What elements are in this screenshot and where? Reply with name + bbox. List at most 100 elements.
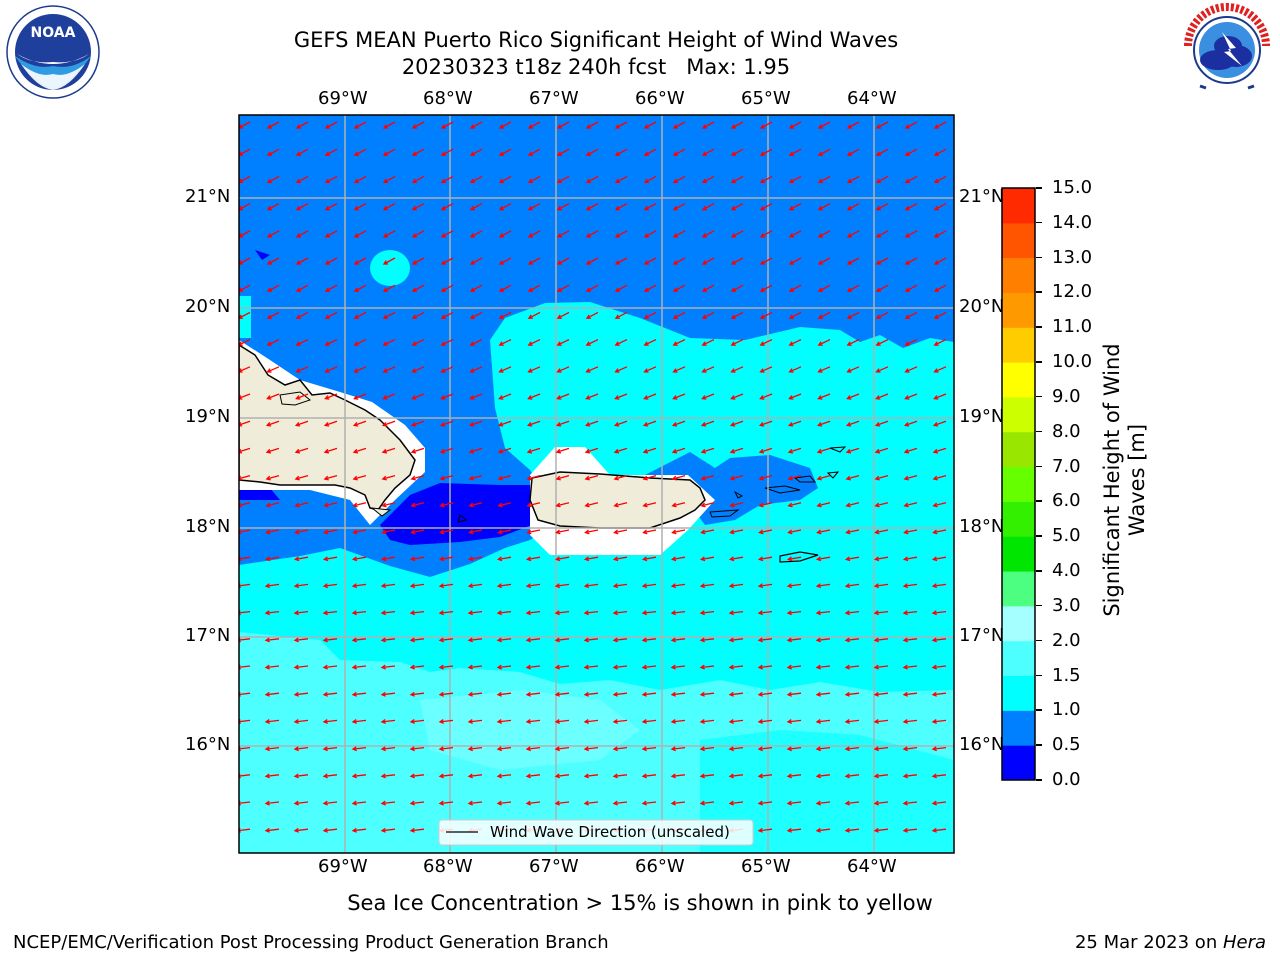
- wave-arrow: [468, 474, 483, 481]
- wave-arrow: [467, 691, 483, 697]
- wave-arrow: [583, 556, 599, 562]
- wave-arrow: [902, 664, 918, 670]
- wave-arrow: [875, 175, 889, 184]
- wave-arrow: [527, 366, 541, 373]
- colorbar-tick-mark: [1036, 395, 1042, 398]
- wave-arrow: [322, 746, 338, 752]
- wave-arrow: [382, 203, 396, 211]
- wave-arrow: [728, 664, 744, 670]
- wave-arrow: [875, 121, 889, 129]
- wave-arrow: [875, 203, 889, 211]
- wave-arrow: [641, 746, 657, 752]
- wave-arrow: [701, 393, 715, 400]
- wave-arrow: [758, 529, 773, 535]
- wave-arrow: [614, 121, 628, 129]
- wave-arrow: [904, 175, 918, 184]
- wave-arrow: [266, 121, 280, 129]
- wave-arrow: [583, 719, 599, 725]
- wave-arrow: [873, 637, 889, 643]
- wave-arrow: [672, 393, 686, 400]
- wave-arrow: [409, 691, 425, 697]
- wave-arrow: [729, 420, 744, 427]
- wave-arrow: [351, 583, 367, 589]
- wave-arrow: [294, 502, 309, 508]
- wave-arrow: [411, 284, 425, 292]
- wave-arrow: [904, 284, 918, 292]
- wave-arrow: [846, 393, 860, 400]
- colorbar-tick-mark: [1036, 570, 1042, 572]
- wave-arrow: [351, 664, 367, 670]
- wave-arrow: [352, 447, 367, 454]
- wave-arrow: [757, 610, 773, 616]
- wave-arrow: [730, 339, 744, 346]
- lon-label-top: 65°W: [741, 88, 791, 109]
- wave-arrow: [641, 610, 657, 616]
- noaa-logo-icon: NOAA: [6, 5, 100, 99]
- wave-arrow: [613, 420, 628, 427]
- wave-arrow: [324, 148, 338, 156]
- wave-arrow: [380, 637, 396, 643]
- colorbar-tick-mark: [1036, 674, 1042, 677]
- wave-arrow: [873, 773, 889, 779]
- wave-arrow: [933, 393, 947, 400]
- wave-arrow: [498, 311, 512, 319]
- wave-arrow: [411, 339, 425, 346]
- wave-arrow: [293, 800, 309, 806]
- wave-arrow: [641, 719, 657, 725]
- wave-arrow: [585, 393, 599, 400]
- wave-arrow: [440, 230, 454, 238]
- wave-arrow: [670, 691, 686, 697]
- wave-arrow: [556, 230, 570, 238]
- wave-arrow: [788, 366, 802, 373]
- lat-label-right: 18°N: [959, 516, 1005, 537]
- wave-arrow: [266, 257, 280, 265]
- wave-arrow: [701, 203, 715, 211]
- wave-arrow: [527, 175, 541, 184]
- wave-arrow: [786, 691, 802, 697]
- wave-arrow: [643, 121, 657, 129]
- lon-label-top: 68°W: [423, 88, 473, 109]
- wave-arrow: [583, 746, 599, 752]
- wave-arrow: [554, 800, 570, 806]
- wave-arrow: [583, 800, 599, 806]
- colorbar-tick-label: 1.5: [1052, 664, 1081, 686]
- wave-arrow: [902, 719, 918, 725]
- wave-arrow: [410, 529, 425, 535]
- wave-arrow: [440, 393, 454, 400]
- wave-arrow: [239, 393, 251, 400]
- wave-arrow: [817, 339, 831, 346]
- land-virgin-islands: [764, 446, 847, 494]
- wave-arrow: [380, 691, 396, 697]
- wave-arrow: [931, 664, 947, 670]
- wave-arrow: [701, 121, 715, 129]
- wave-arrow: [411, 230, 425, 238]
- wave-arrow: [758, 447, 773, 454]
- wave-arrow: [612, 556, 628, 562]
- wave-arrow: [583, 773, 599, 779]
- wave-arrow: [585, 284, 599, 292]
- colorbar-tick-mark: [1036, 639, 1042, 642]
- colorbar-tick-label: 0.0: [1052, 769, 1081, 790]
- wave-arrow: [381, 420, 396, 427]
- colorbar-tick-label: 14.0: [1052, 211, 1093, 233]
- wave-arrow: [643, 284, 657, 292]
- wave-arrow: [817, 284, 831, 292]
- wave-arrow: [844, 583, 860, 589]
- wave-arrow: [554, 637, 570, 643]
- wave-arrow: [728, 773, 744, 779]
- wave-arrow: [295, 311, 309, 319]
- wave-arrow: [759, 203, 773, 211]
- wave-arrow: [904, 230, 918, 238]
- wave-arrow: [931, 583, 947, 589]
- wave-arrow: [293, 583, 309, 589]
- wave-arrow: [322, 800, 338, 806]
- wave-arrow: [293, 746, 309, 752]
- lat-label-left: 21°N: [185, 186, 231, 207]
- wave-arrow: [380, 719, 396, 725]
- wave-arrow: [788, 230, 802, 238]
- wave-arrow: [844, 637, 860, 643]
- lon-label-top: 67°W: [529, 88, 579, 109]
- wave-arrow: [699, 773, 715, 779]
- wave-arrow: [526, 529, 541, 535]
- wave-arrow: [904, 121, 918, 129]
